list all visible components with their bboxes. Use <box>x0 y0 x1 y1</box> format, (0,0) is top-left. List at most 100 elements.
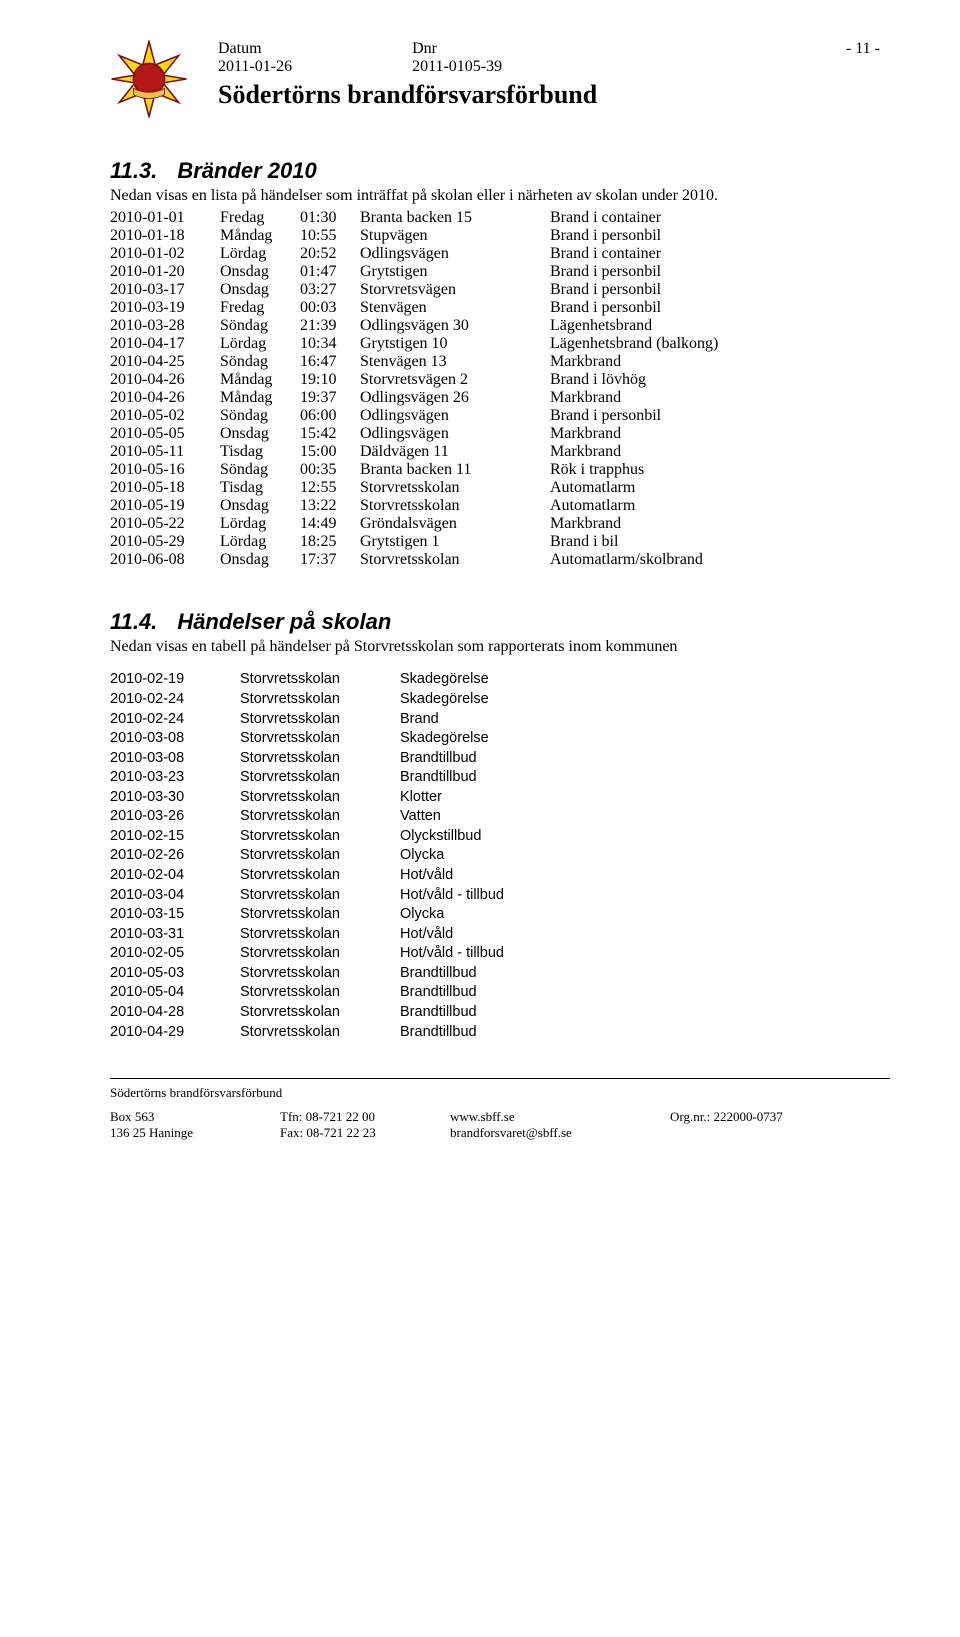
table-cell: Grytstigen 10 <box>360 335 550 353</box>
table-cell: 18:25 <box>300 533 360 551</box>
logo-star-icon <box>112 42 187 117</box>
datum-value: 2011-01-26 <box>218 58 292 76</box>
table-cell: Däldvägen 11 <box>360 443 550 461</box>
table-cell: 10:34 <box>300 335 360 353</box>
table-cell: Brandtillbud <box>400 768 890 788</box>
table-cell: Storvretsskolan <box>360 479 550 497</box>
table-cell: Tisdag <box>220 479 300 497</box>
table-row: 2010-05-05Onsdag15:42OdlingsvägenMarkbra… <box>110 425 890 443</box>
table-row: 2010-03-28Söndag21:39Odlingsvägen 30Läge… <box>110 317 890 335</box>
table-cell: Storvretsskolan <box>240 964 400 984</box>
table-cell: Markbrand <box>550 425 890 443</box>
events-table-113: 2010-01-01Fredag01:30Branta backen 15Bra… <box>110 209 890 569</box>
table-cell: Odlingsvägen 26 <box>360 389 550 407</box>
table-cell: 2010-03-28 <box>110 317 220 335</box>
table-cell: Lördag <box>220 533 300 551</box>
table-cell: Onsdag <box>220 551 300 569</box>
table-cell: 2010-05-29 <box>110 533 220 551</box>
table-cell: Lördag <box>220 335 300 353</box>
table-cell: Söndag <box>220 317 300 335</box>
table-cell: Storvretsskolan <box>240 846 400 866</box>
table-cell: Storvretsskolan <box>240 807 400 827</box>
table-cell: Storvretsskolan <box>240 944 400 964</box>
table-row: 2010-04-26Måndag19:10Storvretsvägen 2Bra… <box>110 371 890 389</box>
footer-col-phone: Tfn: 08-721 22 00Fax: 08-721 22 23 <box>280 1109 450 1141</box>
table-row: 2010-04-28StorvretsskolanBrandtillbud <box>110 1003 890 1023</box>
table-cell: Storvretsskolan <box>240 670 400 690</box>
table-cell: Onsdag <box>220 263 300 281</box>
table-cell: Stenvägen 13 <box>360 353 550 371</box>
table-cell: 2010-03-08 <box>110 749 240 769</box>
table-row: 2010-04-26Måndag19:37Odlingsvägen 26Mark… <box>110 389 890 407</box>
table-cell: Fredag <box>220 209 300 227</box>
table-row: 2010-06-08Onsdag17:37StorvretsskolanAuto… <box>110 551 890 569</box>
section-114-heading: 11.4.Händelser på skolan <box>110 609 890 635</box>
footer-title: Södertörns brandförsvarsförbund <box>110 1085 890 1101</box>
table-cell: Brandtillbud <box>400 983 890 1003</box>
table-cell: Automatlarm/skolbrand <box>550 551 890 569</box>
table-cell: 01:30 <box>300 209 360 227</box>
table-cell: Storvretsskolan <box>240 866 400 886</box>
footer-line: Box 563 <box>110 1109 280 1125</box>
table-cell: Grytstigen 1 <box>360 533 550 551</box>
dnr-value: 2011-0105-39 <box>412 58 502 76</box>
table-cell: Brand i personbil <box>550 299 890 317</box>
table-cell: Stupvägen <box>360 227 550 245</box>
table-row: 2010-04-17Lördag10:34Grytstigen 10Lägenh… <box>110 335 890 353</box>
table-cell: 2010-05-04 <box>110 983 240 1003</box>
table-cell: 06:00 <box>300 407 360 425</box>
table-cell: 2010-03-15 <box>110 905 240 925</box>
table-cell: 2010-03-31 <box>110 925 240 945</box>
table-cell: 2010-03-17 <box>110 281 220 299</box>
table-row: 2010-03-31StorvretsskolanHot/våld <box>110 925 890 945</box>
table-cell: Onsdag <box>220 497 300 515</box>
table-cell: 15:42 <box>300 425 360 443</box>
table-cell: 19:10 <box>300 371 360 389</box>
table-cell: Stenvägen <box>360 299 550 317</box>
table-cell: 2010-02-04 <box>110 866 240 886</box>
table-cell: Brandtillbud <box>400 964 890 984</box>
table-cell: Brand i personbil <box>550 227 890 245</box>
table-row: 2010-02-05StorvretsskolanHot/våld - till… <box>110 944 890 964</box>
table-row: 2010-05-11Tisdag15:00Däldvägen 11Markbra… <box>110 443 890 461</box>
table-cell: Storvretsskolan <box>240 925 400 945</box>
table-cell: Storvretsskolan <box>360 551 550 569</box>
table-row: 2010-02-24StorvretsskolanBrand <box>110 710 890 730</box>
table-cell: 2010-02-24 <box>110 690 240 710</box>
table-cell: 00:03 <box>300 299 360 317</box>
table-cell: Odlingsvägen <box>360 407 550 425</box>
table-cell: Söndag <box>220 407 300 425</box>
table-cell: 2010-02-24 <box>110 710 240 730</box>
footer-line: Fax: 08-721 22 23 <box>280 1125 450 1141</box>
table-cell: 2010-01-02 <box>110 245 220 263</box>
table-cell: Onsdag <box>220 425 300 443</box>
table-cell: Söndag <box>220 461 300 479</box>
table-row: 2010-04-25Söndag16:47Stenvägen 13Markbra… <box>110 353 890 371</box>
table-cell: Brand i personbil <box>550 407 890 425</box>
table-cell: Brand i personbil <box>550 263 890 281</box>
table-cell: 2010-03-19 <box>110 299 220 317</box>
table-cell: Brandtillbud <box>400 1003 890 1023</box>
document-header: Datum 2011-01-26 Dnr 2011-0105-39 - 11 -… <box>110 40 890 118</box>
table-cell: Storvretsskolan <box>240 690 400 710</box>
table-row: 2010-03-19Fredag00:03StenvägenBrand i pe… <box>110 299 890 317</box>
table-cell: 2010-01-20 <box>110 263 220 281</box>
table-cell: 2010-02-05 <box>110 944 240 964</box>
table-cell: Lördag <box>220 515 300 533</box>
table-row: 2010-03-04StorvretsskolanHot/våld - till… <box>110 886 890 906</box>
table-cell: Brand i personbil <box>550 281 890 299</box>
table-cell: Brand i lövhög <box>550 371 890 389</box>
dnr-label: Dnr <box>412 40 502 58</box>
table-cell: 2010-05-18 <box>110 479 220 497</box>
table-row: 2010-05-19Onsdag13:22StorvretsskolanAuto… <box>110 497 890 515</box>
datum-block: Datum 2011-01-26 <box>218 40 292 76</box>
table-row: 2010-05-04StorvretsskolanBrandtillbud <box>110 983 890 1003</box>
table-cell: Brandtillbud <box>400 749 890 769</box>
table-cell: Markbrand <box>550 389 890 407</box>
table-cell: Onsdag <box>220 281 300 299</box>
org-logo <box>110 40 188 118</box>
table-row: 2010-05-18Tisdag12:55StorvretsskolanAuto… <box>110 479 890 497</box>
table-cell: 2010-03-26 <box>110 807 240 827</box>
footer-line: Tfn: 08-721 22 00 <box>280 1109 450 1125</box>
table-cell: 2010-03-04 <box>110 886 240 906</box>
